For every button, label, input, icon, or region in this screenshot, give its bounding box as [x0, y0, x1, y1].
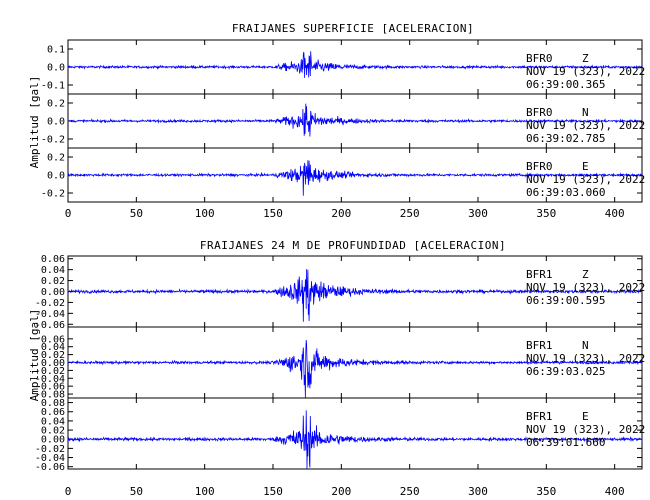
x-axis: 0 50 100 150 200 250 300 350 400 — [65, 207, 625, 220]
panel-frame — [67, 397, 643, 470]
component-label: N — [582, 339, 589, 352]
x-tick-label: 50 — [130, 207, 143, 220]
y-tick-label: -0.04 — [35, 453, 65, 464]
date-label: NOV 19 (323), 2022 — [526, 281, 645, 294]
y-tick-label: 0.0 — [47, 171, 65, 182]
component-label: Z — [582, 268, 589, 281]
x-tick-label: 100 — [195, 485, 215, 498]
station-label: BFR0 — [526, 106, 553, 119]
waveform-trace — [67, 339, 643, 399]
y-tick-label: 0.00 — [41, 358, 65, 369]
time-label: 06:39:00.595 — [526, 294, 605, 307]
x-tick-label: 250 — [400, 207, 420, 220]
x-tick-label: 350 — [536, 485, 556, 498]
station-label: BFR1 — [526, 339, 553, 352]
x-tick-label: 300 — [468, 485, 488, 498]
y-tick-label: 0.00 — [41, 435, 65, 446]
y-tick-label: 0.04 — [41, 416, 65, 427]
station-label: BFR1 — [526, 268, 553, 281]
y-tick-label: 0.02 — [41, 350, 65, 361]
y-tick-label: 0.1 — [47, 45, 65, 56]
y-tick-label: -0.02 — [35, 444, 65, 455]
x-tick-label: 250 — [400, 485, 420, 498]
date-label: NOV 19 (323), 2022 — [526, 423, 645, 436]
y-tick-label: -0.02 — [35, 366, 65, 377]
x-tick-label: 100 — [195, 207, 215, 220]
y-axis-label: Amplitud [gal] — [28, 76, 41, 169]
y-tick-label: 0.2 — [47, 153, 65, 164]
x-tick-label: 200 — [331, 485, 351, 498]
y-tick-label: -0.06 — [35, 462, 65, 473]
date-label: NOV 19 (323), 2022 — [526, 173, 645, 186]
x-tick-label: 150 — [263, 207, 283, 220]
panel-bfr1-z: 0.060.040.020.00-0.02-0.04-0.06 BFR1 ZNOV … — [35, 254, 645, 331]
y-tick-label: 0.02 — [41, 426, 65, 437]
y-tick-label: -0.04 — [35, 309, 65, 320]
component-label: E — [582, 410, 589, 423]
y-tick-label: -0.08 — [35, 390, 65, 401]
component-label: E — [582, 160, 589, 173]
y-tick-label: 0.00 — [41, 287, 65, 298]
y-tick-label: -0.06 — [35, 320, 65, 331]
component-label: N — [582, 106, 589, 119]
panel-bfr1-n: 0.060.040.020.00-0.02-0.04-0.06-0.08 BFR1… — [35, 326, 645, 401]
date-label: NOV 19 (323), 2022 — [526, 65, 645, 78]
y-tick-label: -0.02 — [35, 298, 65, 309]
x-tick-label: 0 — [65, 207, 72, 220]
waveform-trace — [67, 410, 643, 470]
y-tick-label: 0.0 — [47, 117, 65, 128]
x-tick-label: 300 — [468, 207, 488, 220]
y-tick-label: 0.06 — [41, 254, 65, 265]
x-tick-label: 350 — [536, 207, 556, 220]
waveform-trace — [67, 160, 643, 196]
chart-title: FRAIJANES SUPERFICIE [ACELERACION] — [232, 22, 474, 35]
x-tick-label: 200 — [331, 207, 351, 220]
y-tick-label: -0.1 — [41, 81, 65, 92]
x-tick-label: 400 — [605, 207, 625, 220]
time-label: 06:39:03.025 — [526, 365, 605, 378]
y-tick-label: 0.06 — [41, 407, 65, 418]
x-tick-label: 150 — [263, 485, 283, 498]
chart-borehole: FRAIJANES 24 M DE PROFUNDIDAD [ACELERACI… — [28, 239, 645, 498]
time-label: 06:39:03.060 — [526, 186, 605, 199]
y-tick-label: 0.08 — [41, 398, 65, 409]
date-label: NOV 19 (323), 2022 — [526, 119, 645, 132]
y-tick-label: 0.0 — [47, 63, 65, 74]
waveform-trace — [67, 51, 643, 78]
panel-bfr1-e: 0.080.060.040.020.00-0.02-0.04-0.06 BFR1 E… — [35, 397, 645, 473]
station-label: BFR0 — [526, 52, 553, 65]
chart-surface: FRAIJANES SUPERFICIE [ACELERACION] Ampli… — [28, 22, 645, 220]
station-label: BFR1 — [526, 410, 553, 423]
y-tick-label: 0.04 — [41, 342, 65, 353]
y-tick-label: -0.2 — [41, 135, 65, 146]
y-tick-label: 0.2 — [47, 99, 65, 110]
station-label: BFR0 — [526, 160, 553, 173]
chart-title: FRAIJANES 24 M DE PROFUNDIDAD [ACELERACI… — [200, 239, 506, 252]
time-label: 06:39:02.785 — [526, 132, 605, 145]
component-label: Z — [582, 52, 589, 65]
y-tick-label: -0.2 — [41, 189, 65, 200]
y-tick-label: 0.06 — [41, 334, 65, 345]
y-tick-label: -0.04 — [35, 374, 65, 385]
waveform-trace — [67, 103, 643, 137]
time-label: 06:39:01.660 — [526, 436, 605, 449]
y-tick-label: -0.06 — [35, 382, 65, 393]
x-axis: 0 50 100 150 200 250 300 350 400 — [65, 485, 625, 498]
x-tick-label: 0 — [65, 485, 72, 498]
x-tick-label: 50 — [130, 485, 143, 498]
waveform-trace — [67, 269, 643, 322]
x-tick-label: 400 — [605, 485, 625, 498]
date-label: NOV 19 (323), 2022 — [526, 352, 645, 365]
y-tick-label: 0.04 — [41, 265, 65, 276]
y-axis-label: Amplitud [gal] — [28, 309, 41, 402]
y-tick-label: 0.02 — [41, 276, 65, 287]
time-label: 06:39:00.365 — [526, 78, 605, 91]
